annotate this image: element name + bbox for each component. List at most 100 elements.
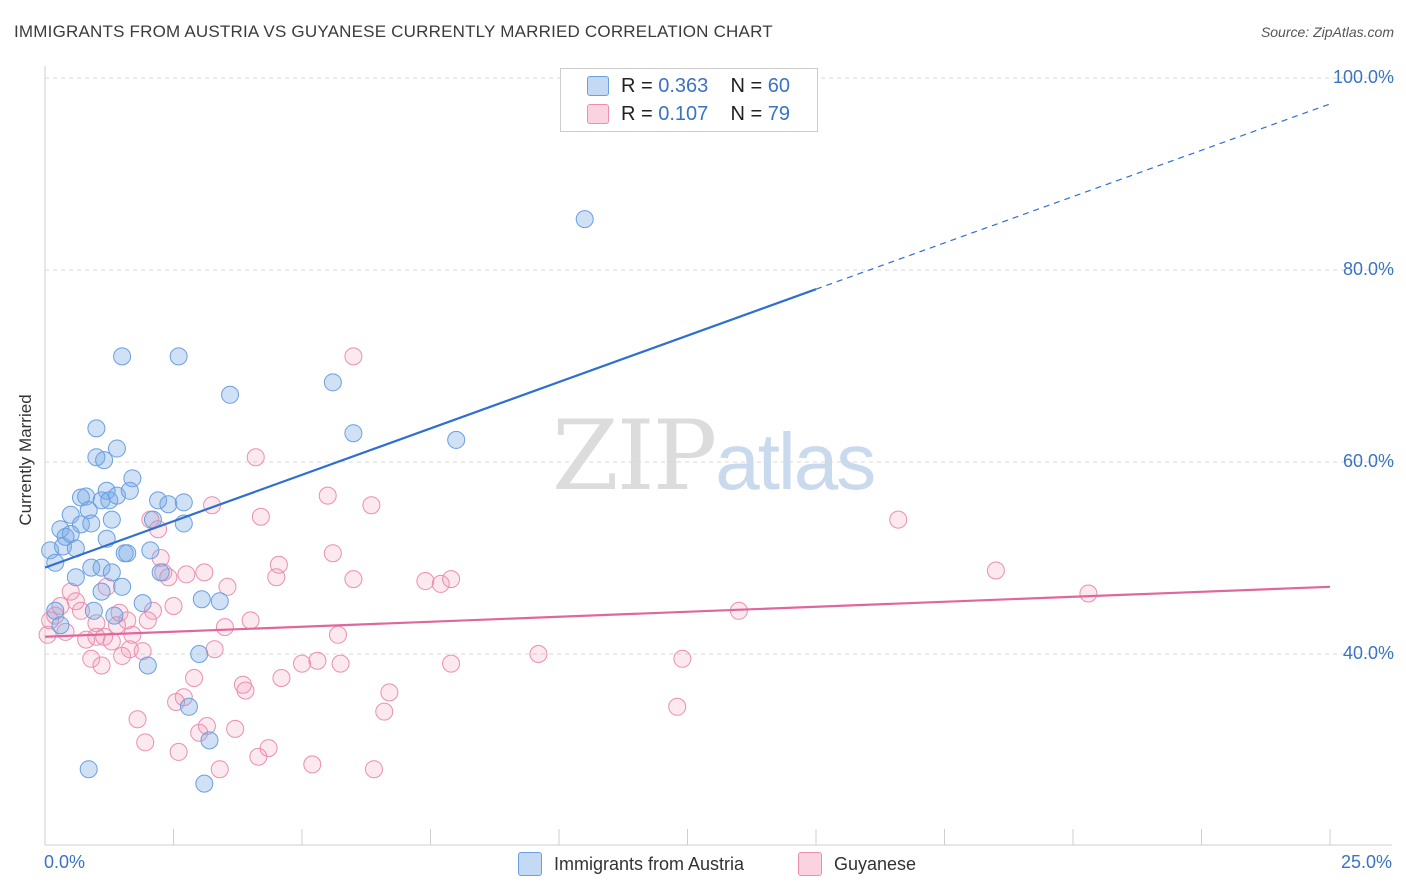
- source-label: Source: ZipAtlas.com: [1260, 24, 1394, 40]
- austria-point: [210, 592, 229, 611]
- guyanese-point: [92, 656, 111, 675]
- guyanese-point: [143, 601, 162, 620]
- guyanese-point: [986, 561, 1005, 580]
- legend-text-austria: R = 0.363 N = 60: [621, 74, 791, 97]
- legend-item-guyanese: Guyanese: [798, 852, 916, 876]
- guyanese-point: [38, 625, 57, 644]
- y-tick-label: 40.0%: [1342, 643, 1394, 663]
- guyanese-point: [110, 603, 129, 622]
- guyanese-point: [133, 642, 152, 661]
- guyanese-points: [38, 347, 1098, 779]
- guyanese-point: [673, 649, 692, 668]
- austria-point: [107, 439, 126, 458]
- guyanese-point: [82, 649, 101, 668]
- guyanese-point: [668, 697, 687, 716]
- austria-point: [123, 469, 142, 488]
- guyanese-point: [41, 611, 60, 630]
- austria-point: [174, 493, 193, 512]
- y-axis-label: Currently Married: [16, 394, 35, 526]
- austria-point: [118, 544, 137, 563]
- austria-point: [141, 541, 160, 560]
- austria-point: [113, 347, 132, 366]
- legend-swatch-austria: [587, 76, 609, 96]
- austria-point: [133, 594, 152, 613]
- guyanese-point: [164, 597, 183, 615]
- austria-point: [66, 568, 85, 587]
- austria-point: [95, 451, 114, 470]
- austria-point: [200, 731, 219, 750]
- guyanese-point: [177, 565, 196, 584]
- guyanese-point: [328, 625, 347, 644]
- guyanese-point: [71, 601, 90, 620]
- guyanese-point: [128, 710, 147, 729]
- austria-trend-extension: [815, 103, 1331, 290]
- guyanese-point: [442, 570, 461, 589]
- austria-points: [41, 210, 594, 793]
- guyanese-point: [431, 574, 450, 593]
- guyanese-point: [136, 733, 155, 752]
- guyanese-point: [174, 688, 193, 707]
- guyanese-point: [185, 669, 204, 687]
- guyanese-point: [138, 611, 157, 630]
- austria-point: [102, 510, 121, 529]
- austria-point: [190, 645, 209, 663]
- chart-title: IMMIGRANTS FROM AUSTRIA VS GUYANESE CURR…: [14, 22, 773, 41]
- correlation-legend: R = 0.363 N = 60 R = 0.107 N = 79: [560, 68, 818, 132]
- guyanese-point: [308, 651, 327, 670]
- guyanese-point: [113, 646, 132, 665]
- guyanese-point: [323, 544, 342, 563]
- guyanese-point: [151, 549, 170, 567]
- guyanese-point: [190, 723, 209, 742]
- guyanese-point: [61, 582, 80, 601]
- guyanese-point: [529, 645, 548, 663]
- x-tick-label-max: 25.0%: [1340, 852, 1392, 872]
- austria-point: [447, 430, 466, 449]
- austria-point: [323, 373, 342, 392]
- austria-point: [192, 590, 211, 609]
- guyanese-point: [416, 572, 435, 591]
- guyanese-point: [364, 760, 383, 779]
- guyanese-point: [123, 625, 142, 644]
- austria-point: [92, 558, 111, 577]
- guyanese-trend-line: [44, 585, 1331, 638]
- austria-point: [344, 424, 363, 443]
- y-tick-label: 100.0%: [1332, 67, 1394, 87]
- austria-point: [56, 527, 75, 546]
- austria-point: [195, 774, 214, 793]
- guyanese-point: [442, 654, 461, 673]
- austria-point: [113, 577, 132, 596]
- austria-point: [79, 501, 98, 519]
- legend-item-austria: Immigrants from Austria: [518, 852, 744, 876]
- guyanese-point: [269, 555, 288, 574]
- austria-point: [179, 697, 198, 716]
- guyanese-point: [331, 654, 350, 673]
- grid-lines: [45, 77, 1392, 655]
- legend-swatch-guyanese-bottom: [798, 852, 822, 876]
- guyanese-point: [251, 507, 270, 526]
- austria-point: [51, 616, 70, 635]
- legend-swatch-austria-bottom: [518, 852, 542, 876]
- y-tick-label: 80.0%: [1342, 259, 1394, 279]
- guyanese-point: [293, 654, 311, 673]
- legend-text-guyanese: R = 0.107 N = 79: [621, 102, 791, 125]
- austria-point: [169, 347, 188, 366]
- guyanese-point: [205, 640, 224, 659]
- guyanese-point: [169, 742, 188, 761]
- austria-point: [159, 495, 178, 514]
- trend-lines: [44, 103, 1331, 638]
- austria-point: [61, 525, 80, 543]
- austria-point: [82, 558, 101, 577]
- austria-point: [138, 656, 157, 675]
- austria-point: [102, 563, 121, 582]
- watermark: ZIPatlas: [552, 400, 876, 512]
- watermark-zip: ZIP: [552, 400, 717, 512]
- guyanese-point: [195, 563, 214, 582]
- austria-point: [46, 601, 65, 620]
- guyanese-point: [380, 683, 399, 702]
- guyanese-point: [210, 760, 229, 779]
- austria-point: [92, 582, 111, 601]
- austria-point: [82, 514, 101, 533]
- guyanese-point: [362, 496, 381, 515]
- guyanese-point: [1079, 584, 1098, 603]
